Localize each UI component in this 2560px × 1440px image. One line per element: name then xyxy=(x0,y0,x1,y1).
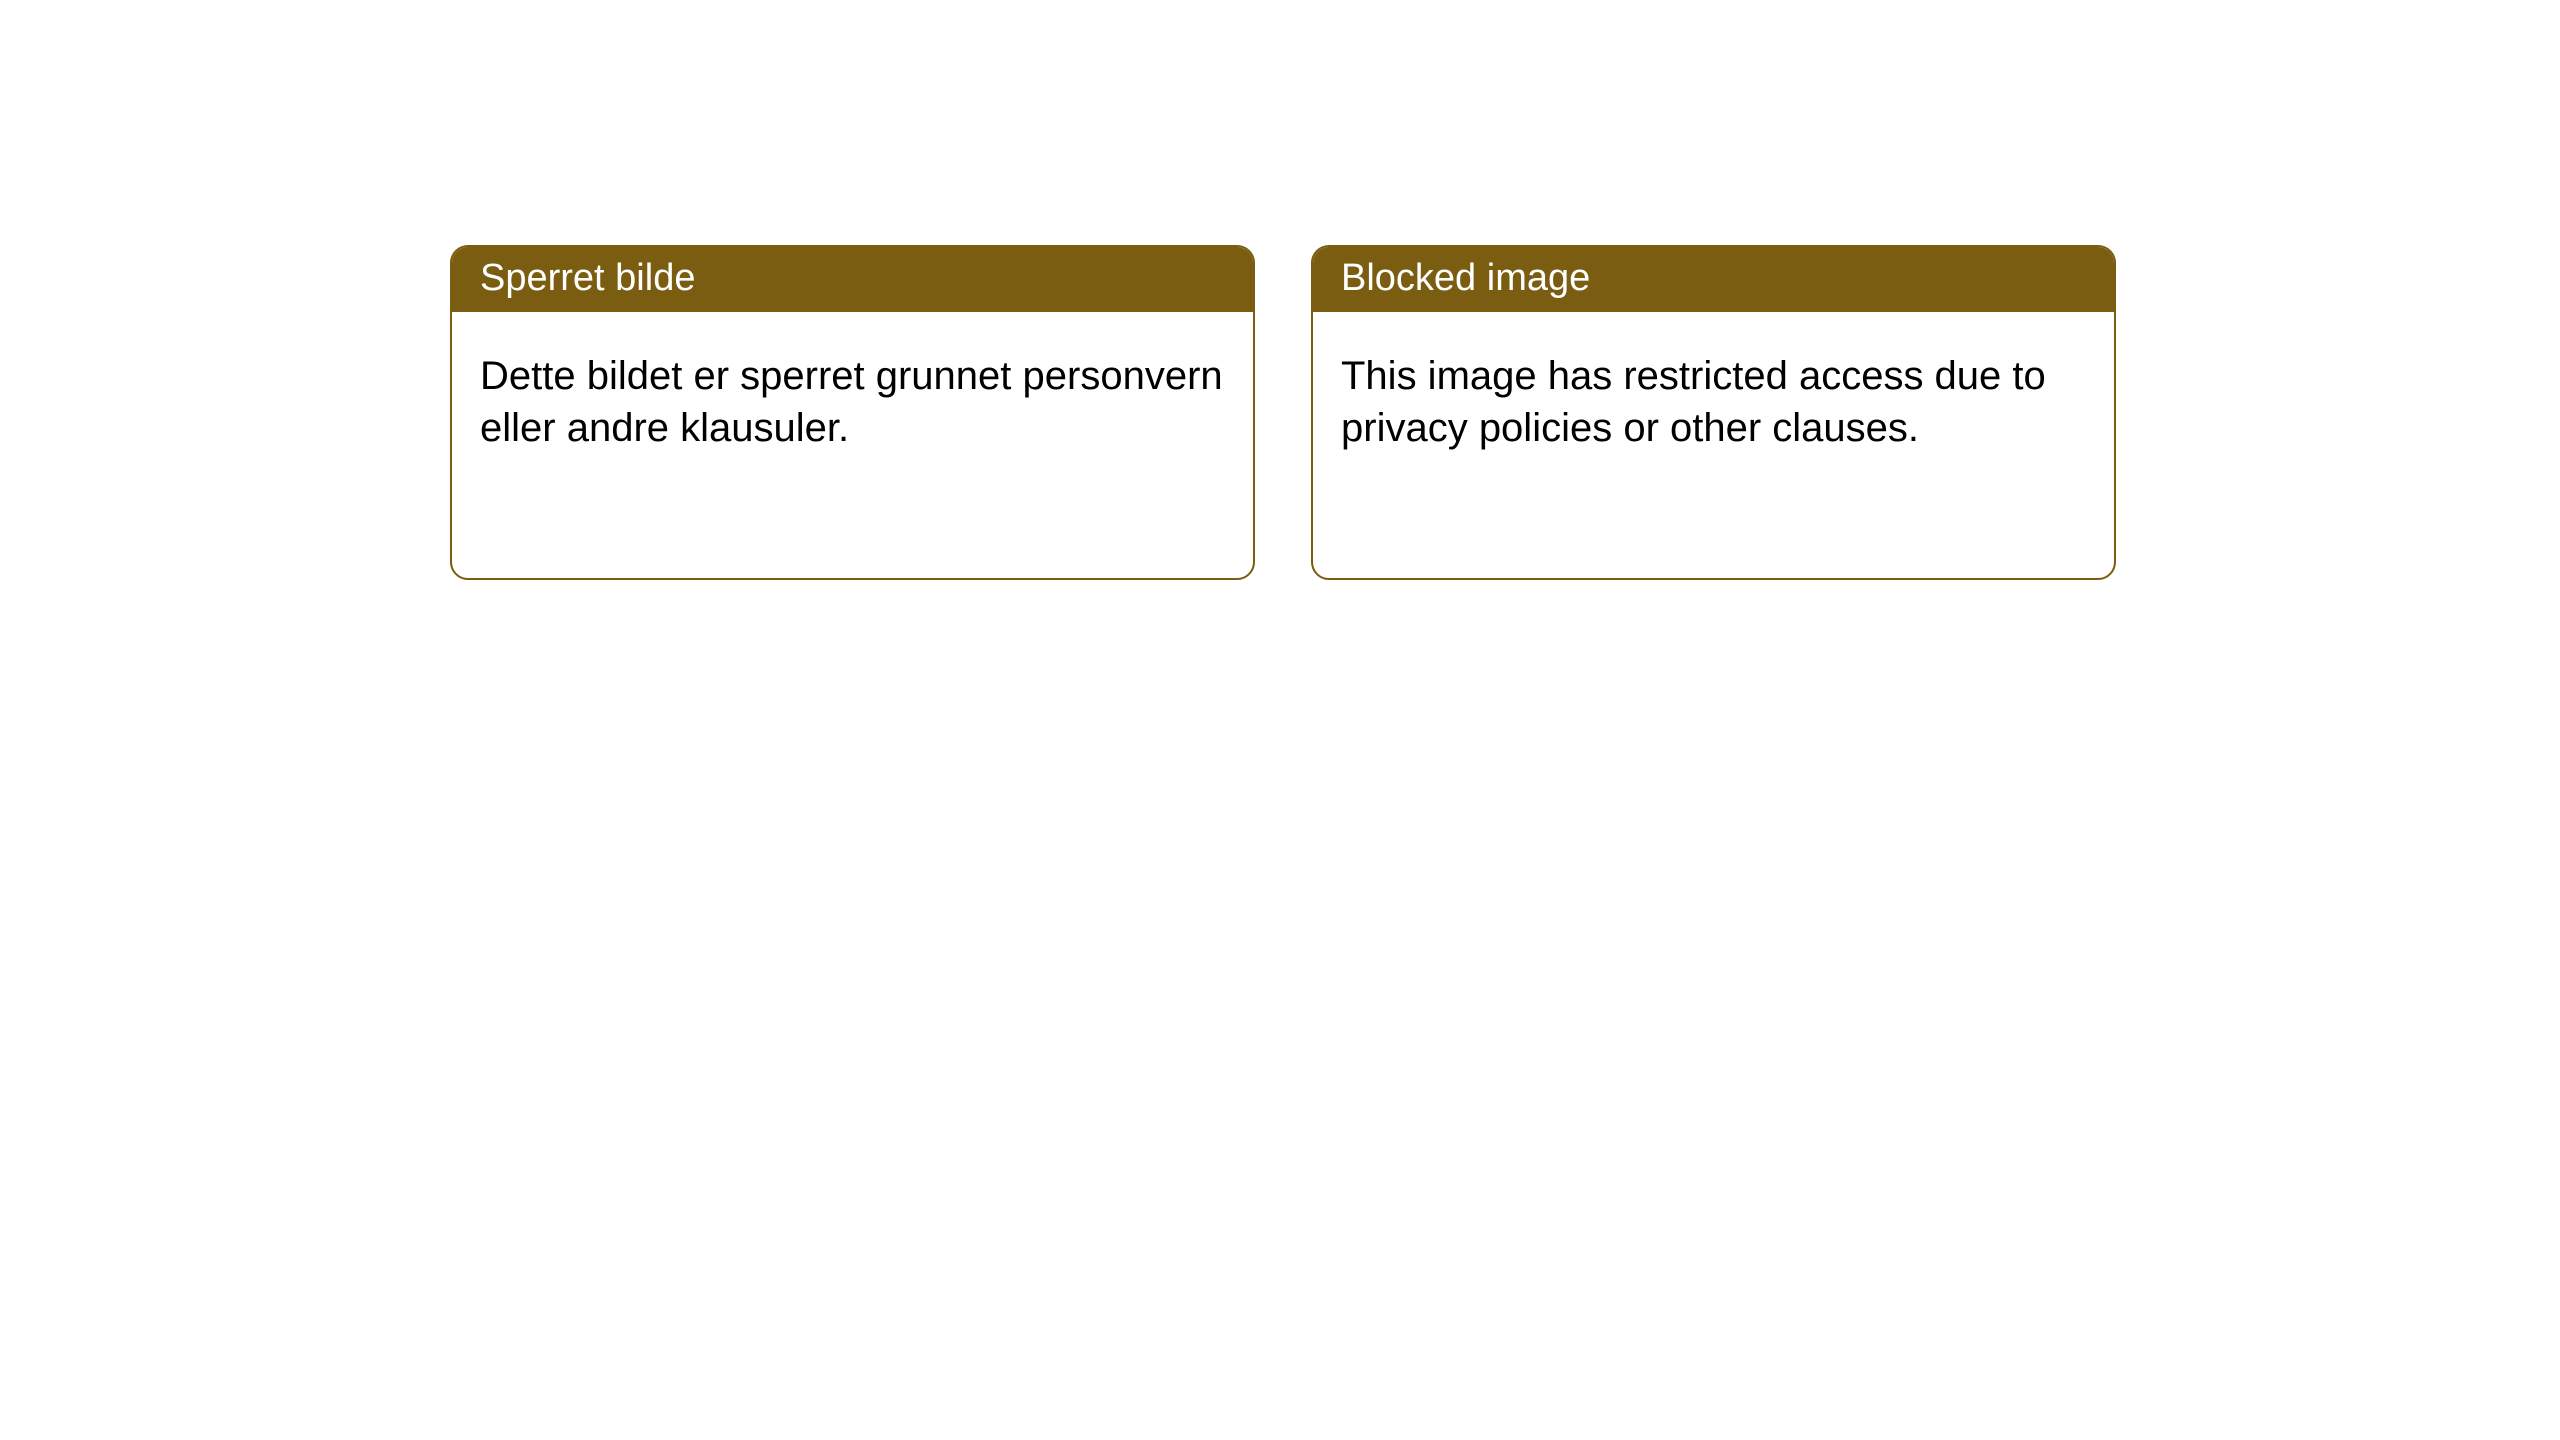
notice-body: Dette bildet er sperret grunnet personve… xyxy=(452,312,1253,492)
notice-body: This image has restricted access due to … xyxy=(1313,312,2114,492)
notice-card-english: Blocked image This image has restricted … xyxy=(1311,245,2116,580)
notice-header: Blocked image xyxy=(1313,247,2114,312)
notice-container: Sperret bilde Dette bildet er sperret gr… xyxy=(0,0,2560,580)
notice-header: Sperret bilde xyxy=(452,247,1253,312)
notice-card-norwegian: Sperret bilde Dette bildet er sperret gr… xyxy=(450,245,1255,580)
